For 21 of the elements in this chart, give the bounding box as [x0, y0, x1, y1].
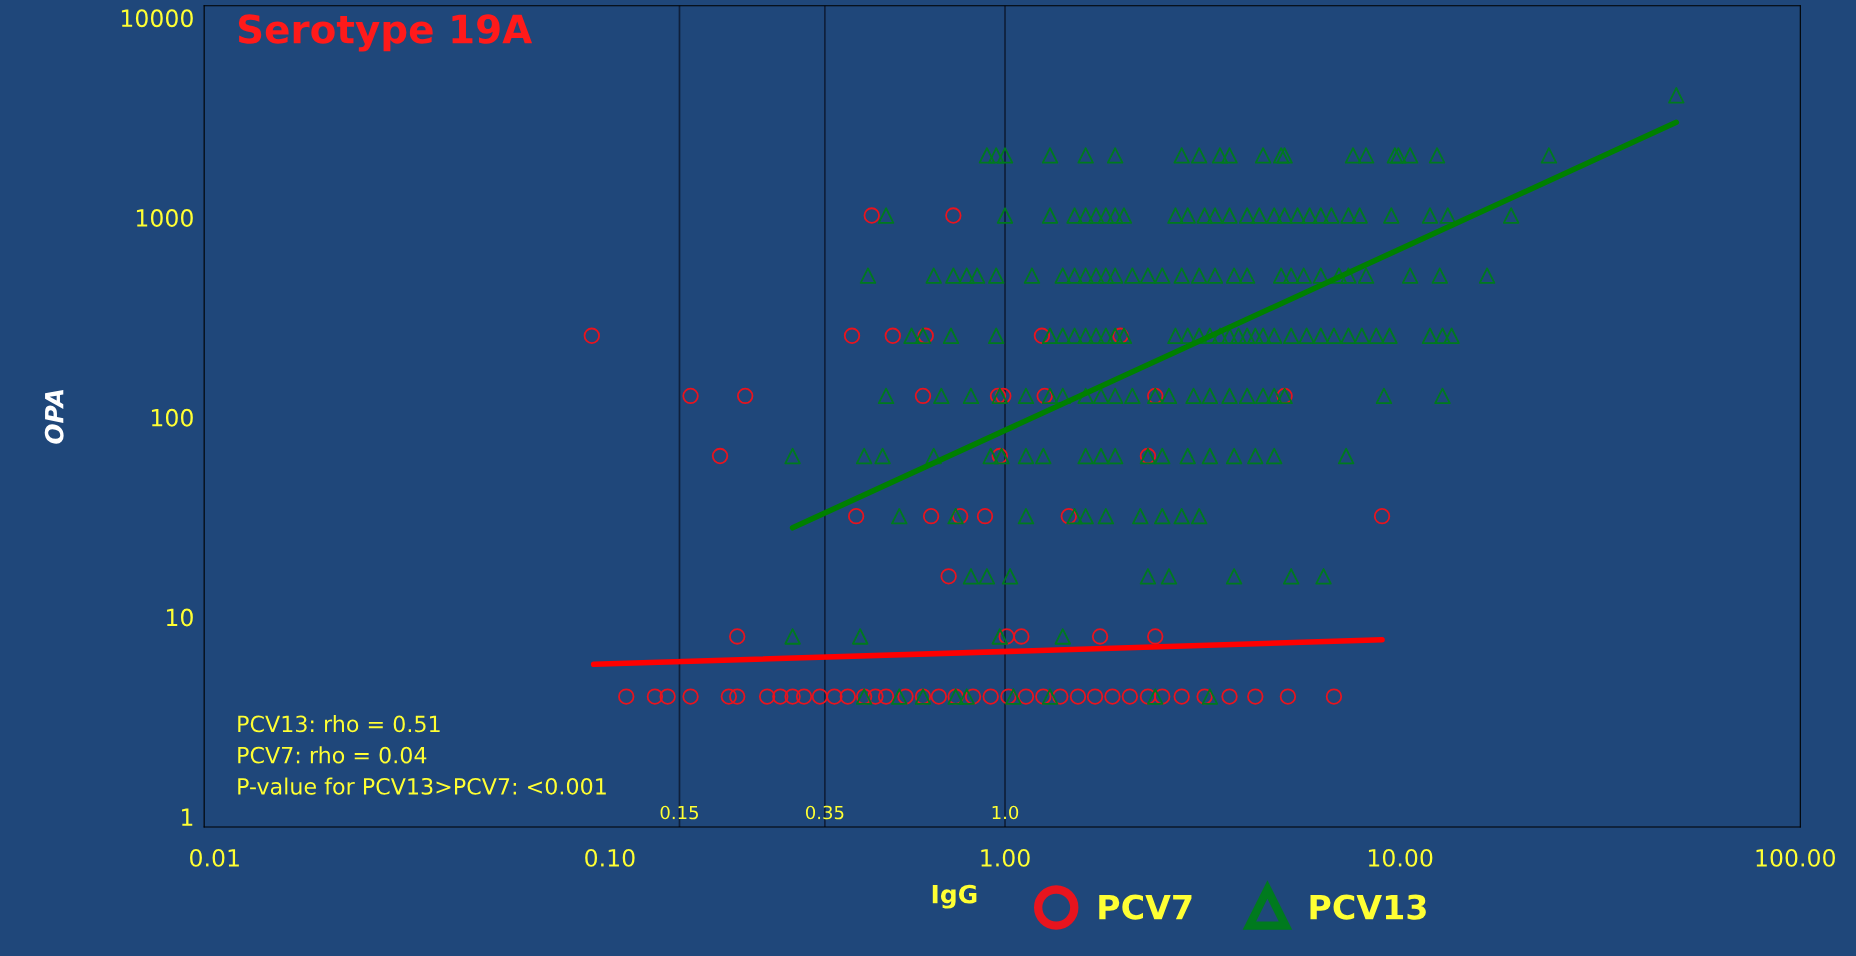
- y-tick-label: 10000: [121, 9, 193, 28]
- annotation: P-value for PCV13>PCV7: <0.001: [238, 777, 606, 795]
- y-tick-label: 1000: [136, 209, 193, 227]
- legend-label: PCV7: [1099, 894, 1192, 920]
- x-tick-label: 1.00: [981, 848, 1030, 867]
- chart-title: Serotype 19A: [238, 14, 533, 52]
- ref-line-label: 0.35: [805, 805, 844, 820]
- annotation: PCV13: rho = 0.51: [238, 715, 440, 733]
- x-tick-label: 0.10: [585, 848, 635, 867]
- y-tick-label: 1: [182, 808, 193, 826]
- y-axis-title: OPA: [44, 390, 64, 444]
- y-tick-label: 100: [151, 408, 193, 427]
- x-tick-label: 100.00: [1756, 848, 1835, 867]
- x-tick-label: 10.00: [1368, 848, 1433, 867]
- x-axis-title: IgG: [932, 884, 977, 909]
- annotation: PCV7: rho = 0.04: [238, 746, 427, 764]
- ref-line-label: 1.0: [992, 805, 1019, 820]
- x-tick-label: 0.01: [190, 848, 239, 867]
- y-tick-label: 10: [166, 608, 193, 627]
- legend-label: PCV13: [1310, 894, 1426, 920]
- ref-line-label: 0.15: [660, 805, 698, 820]
